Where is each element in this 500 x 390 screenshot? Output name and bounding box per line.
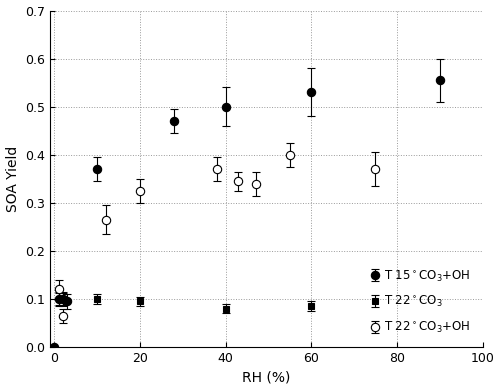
Y-axis label: SOA Yield: SOA Yield xyxy=(6,146,20,212)
Legend: T 15$^\circ$CO$_3$+OH, T 22$^\circ$CO$_3$, T 22$^\circ$CO$_3$+OH: T 15$^\circ$CO$_3$+OH, T 22$^\circ$CO$_3… xyxy=(364,262,476,341)
X-axis label: RH (%): RH (%) xyxy=(242,370,290,385)
